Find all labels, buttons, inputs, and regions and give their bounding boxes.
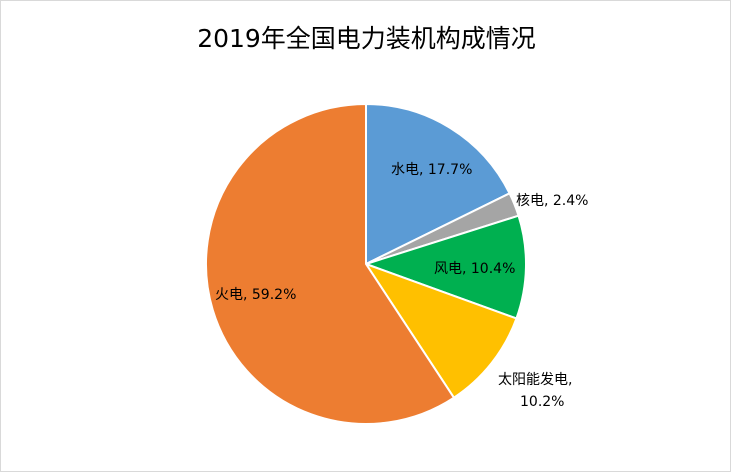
data-label-3: 太阳能发电, 10.2% [498,372,572,410]
pie-slice-2 [362,214,527,320]
pie-slice-4 [205,102,456,425]
pie-slice-0 [365,102,511,266]
data-label-4: 火电, 59.2% [215,287,296,303]
pie-slice-3 [363,262,518,400]
data-label-1: 核电, 2.4% [516,193,588,209]
data-label-0: 水电, 17.7% [391,162,472,178]
data-label-line: 10.2% [520,394,564,410]
data-label-2: 风电, 10.4% [434,261,515,277]
data-label-line: 太阳能发电, [498,372,572,388]
chart-title: 2019年全国电力装机构成情况 [197,24,536,53]
